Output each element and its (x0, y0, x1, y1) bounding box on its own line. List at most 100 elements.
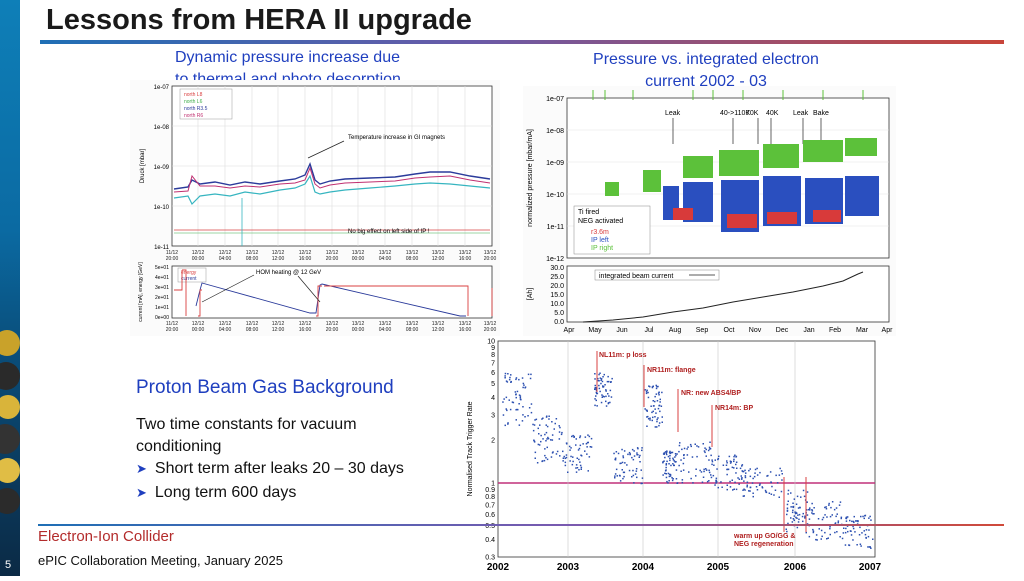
decor-ball (0, 395, 20, 419)
event-markers (596, 351, 807, 532)
scatter-point (769, 471, 772, 473)
scatter-point (732, 489, 734, 491)
scatter-point (572, 456, 574, 458)
scatter-point (868, 529, 870, 531)
scatter-point (628, 469, 631, 472)
scatter-point (669, 454, 671, 457)
scatter-point (558, 425, 560, 427)
scatter-point (667, 455, 670, 458)
scatter-point (730, 461, 732, 463)
scatter-point (731, 479, 733, 481)
scatter-point (639, 461, 641, 463)
scatter-point (831, 501, 834, 503)
svg-text:25.0: 25.0 (550, 274, 564, 281)
scatter-point (530, 373, 532, 376)
scatter-point (580, 455, 583, 457)
lower-legend-label: integrated beam current (599, 273, 673, 280)
scatter-point (691, 456, 694, 458)
annotation-left-side: No big effect on left side of IP ! (348, 229, 430, 235)
scatter-point (806, 523, 809, 525)
scatter-point (815, 534, 818, 536)
scatter-point (711, 460, 714, 463)
scatter-point (672, 478, 674, 480)
scatter-point (673, 464, 675, 467)
decor-ball (0, 458, 20, 483)
section-body-line1: Two time constants for vacuum (136, 416, 357, 433)
svg-text:20.0: 20.0 (550, 283, 564, 290)
scatter-point (852, 525, 854, 528)
scatter-point (844, 531, 847, 534)
scatter-point (529, 377, 532, 380)
scatter-point (811, 509, 813, 511)
svg-text:11/12: 11/12 (166, 321, 178, 327)
annotation-ti-fired: Ti fired (578, 209, 599, 216)
scatter-point (654, 400, 656, 403)
scatter-point (869, 515, 871, 518)
scatter-point (669, 457, 671, 460)
scatter-point (650, 405, 652, 407)
svg-text:08:00: 08:00 (246, 256, 259, 262)
scatter-point (609, 389, 612, 392)
scatter-point (649, 419, 651, 421)
scatter-point (804, 517, 806, 519)
legend-box (573, 205, 651, 255)
svg-text:warm up GO/GG &: warm up GO/GG & (733, 533, 795, 540)
series-north-r6 (173, 166, 491, 193)
scatter-point (735, 463, 737, 466)
svg-text:Sep: Sep (696, 327, 709, 334)
scatter-point (614, 457, 617, 459)
scatter-point (652, 416, 654, 419)
svg-text:2007: 2007 (859, 562, 882, 573)
scatter-point (616, 475, 618, 477)
scatter-point (511, 401, 514, 403)
scatter-point (594, 404, 596, 407)
scatter-point (602, 386, 604, 388)
svg-text:12/12: 12/12 (192, 321, 205, 327)
scatter-point (641, 449, 643, 452)
scatter-point (837, 520, 840, 522)
scatter-point (821, 518, 824, 521)
scatter-point (801, 515, 804, 518)
scatter-point (647, 418, 650, 420)
scatter-point (761, 486, 763, 488)
svg-text:13/12: 13/12 (352, 250, 365, 256)
scatter-point (647, 415, 649, 418)
scatter-point (811, 512, 813, 514)
scatter-point (709, 447, 712, 450)
scatter-point (678, 464, 680, 467)
scatter-point (830, 506, 832, 509)
scatter-point (680, 470, 682, 472)
decor-ball (0, 362, 20, 390)
x-ticks: 2002 2003 2004 2005 2006 2007 (487, 562, 882, 573)
svg-text:Bake: Bake (813, 110, 829, 117)
scatter-point (551, 439, 554, 441)
track-trigger-rate-plot: Normalised Track Trigger Rate 10 9 8 7 6 5 4 3 2… (462, 337, 882, 576)
scatter-point (544, 454, 546, 457)
svg-text:Jul: Jul (645, 327, 654, 334)
svg-text:13/12: 13/12 (406, 321, 419, 327)
scatter-point (545, 424, 547, 426)
scatter-point (776, 482, 779, 484)
svg-text:04:00: 04:00 (379, 256, 392, 262)
scatter-point (768, 492, 771, 494)
scatter-point (636, 447, 639, 449)
scatter-point (665, 452, 667, 454)
scatter-point (617, 452, 620, 455)
scatter-point (794, 512, 797, 515)
scatter-point (870, 519, 872, 521)
scatter-point (746, 484, 748, 486)
scatter-point (507, 423, 509, 425)
scatter-point (785, 528, 787, 530)
svg-text:3e+01: 3e+01 (155, 285, 169, 291)
scatter-point (741, 478, 743, 480)
scatter-point (654, 416, 656, 418)
caption-right-line2: current 2002 - 03 (645, 73, 767, 90)
scatter-point (761, 487, 764, 489)
scatter-point (679, 442, 681, 444)
scatter-point (803, 495, 806, 498)
scatter-point (599, 372, 601, 374)
svg-text:13/12: 13/12 (459, 321, 472, 327)
scatter-point (597, 377, 599, 380)
slide-number: 5 (5, 559, 12, 571)
scatter-point (534, 451, 537, 454)
